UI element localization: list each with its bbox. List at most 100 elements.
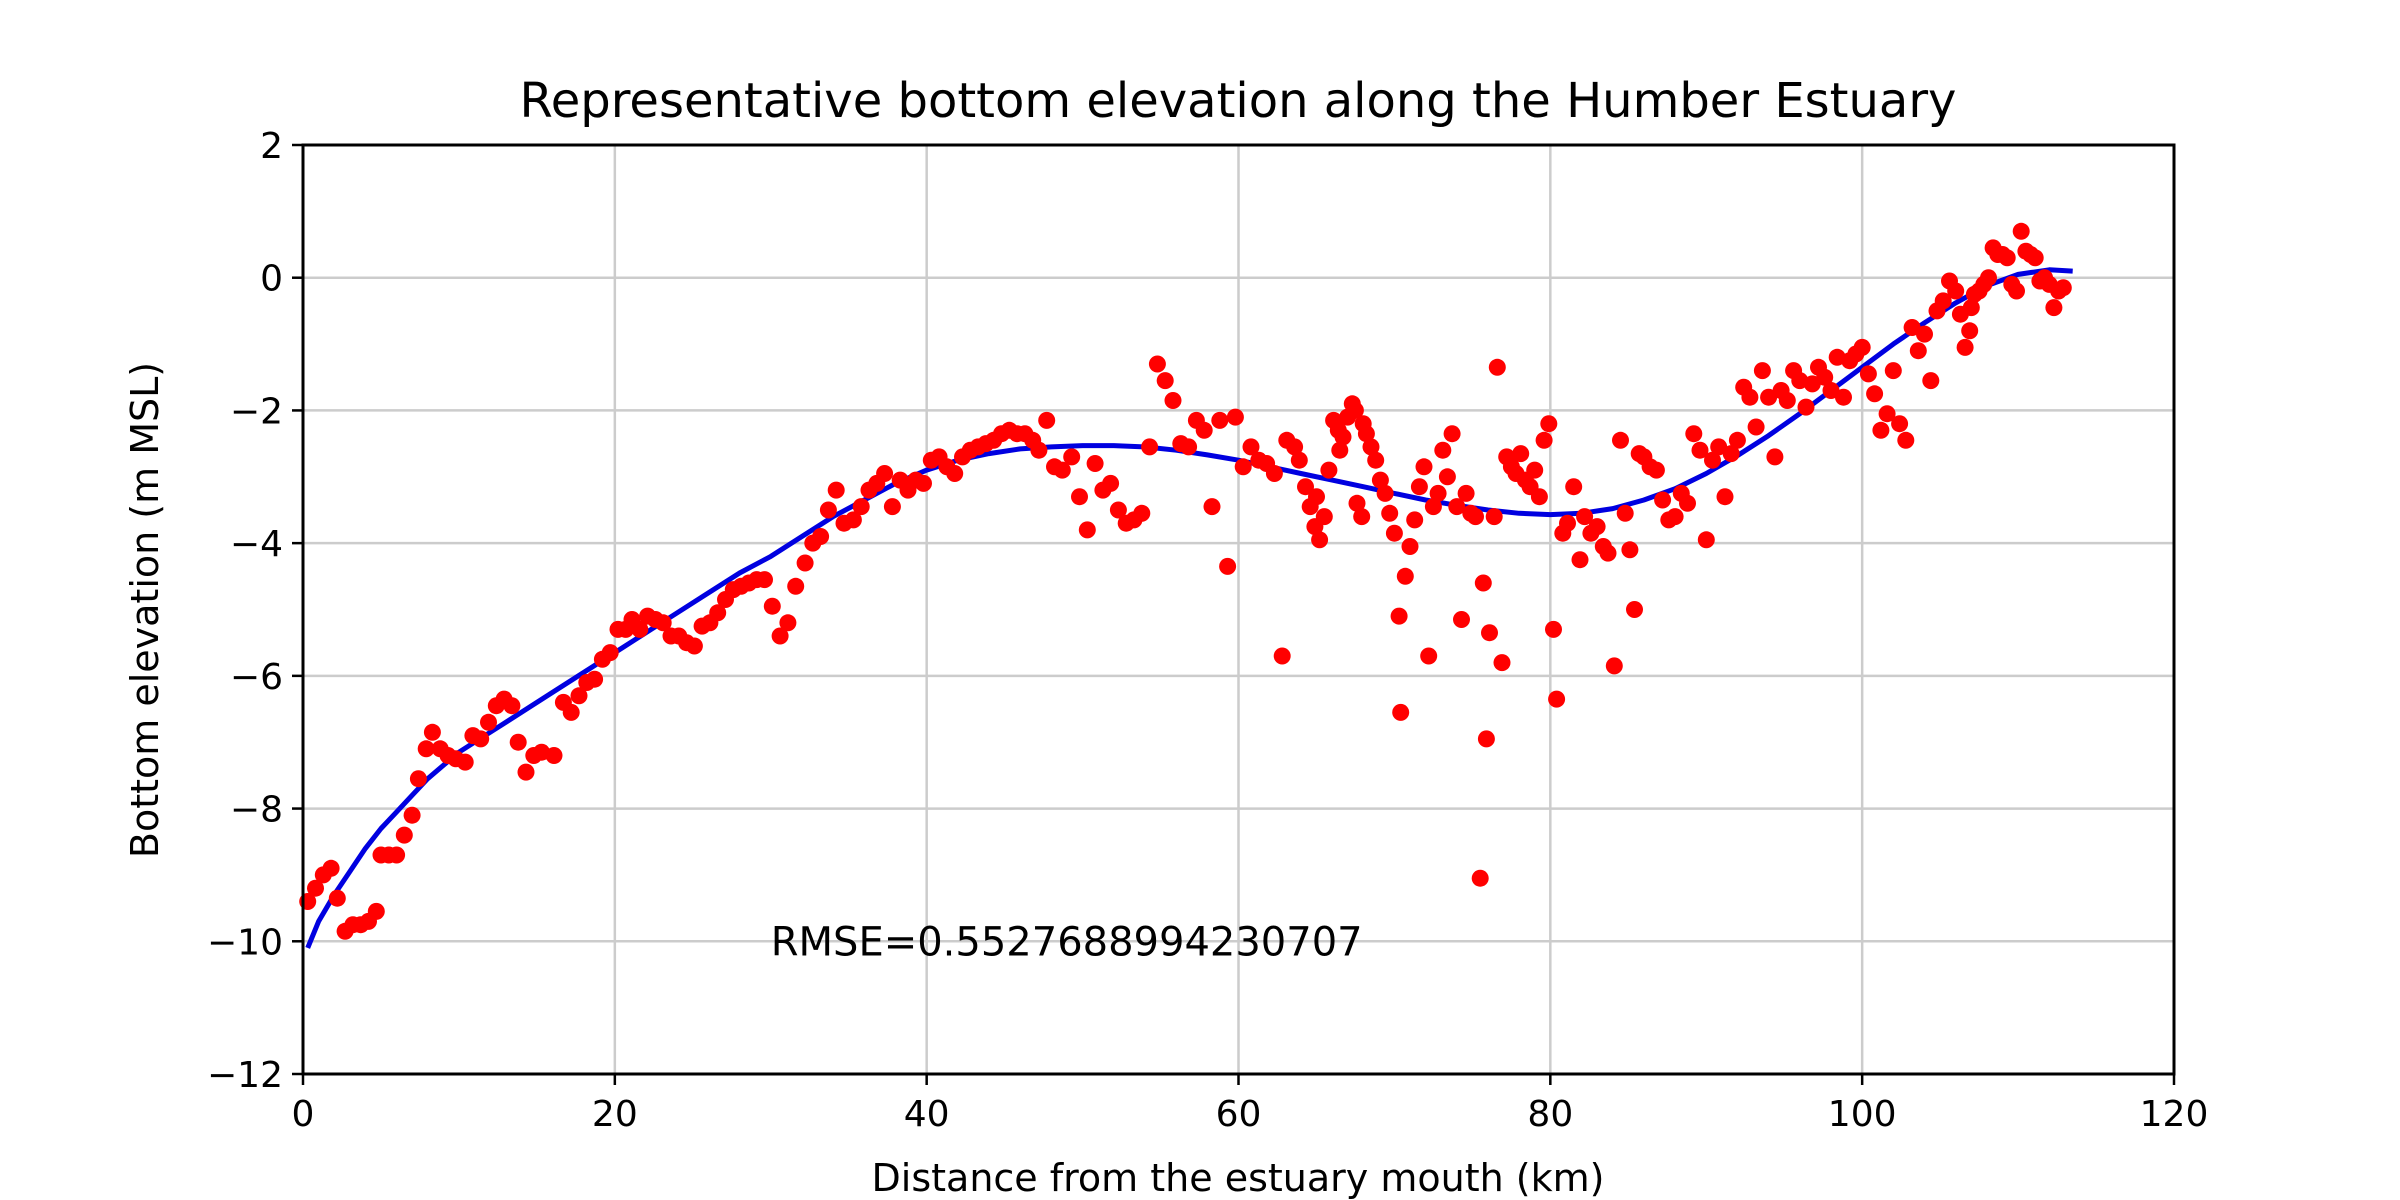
data-point [1448, 498, 1466, 516]
data-point [1728, 431, 1746, 449]
data-point [1353, 508, 1371, 526]
data-point [2008, 282, 2025, 300]
data-point [1311, 531, 1329, 549]
data-point [1102, 474, 1120, 492]
data-point [1415, 458, 1433, 476]
data-point [756, 571, 773, 589]
data-point [1406, 511, 1424, 529]
data-point [1922, 372, 1940, 390]
x-tick-label: 80 [1527, 1094, 1573, 1135]
data-point [2026, 249, 2044, 267]
data-point [1053, 461, 1071, 479]
data-point [423, 723, 441, 741]
data-point [1626, 601, 1643, 618]
data-point [852, 498, 870, 516]
data-point [1998, 249, 2016, 267]
x-tick-label: 120 [2140, 1094, 2209, 1135]
data-point [1691, 441, 1709, 459]
data-point [456, 753, 474, 771]
data-point [1226, 408, 1244, 426]
y-tick-label: 0 [260, 259, 283, 300]
data-point [1716, 488, 1734, 506]
data-point [1265, 465, 1283, 482]
data-point [1722, 445, 1740, 463]
data-point [1078, 521, 1096, 539]
data-point [1297, 478, 1314, 496]
data-point [1234, 458, 1252, 476]
data-point [654, 614, 672, 632]
data-point [1320, 461, 1338, 479]
data-point [1477, 730, 1495, 748]
x-tick-label: 100 [1828, 1094, 1897, 1135]
data-point [1741, 388, 1759, 406]
data-point [1367, 451, 1385, 469]
scatter-points-layer [299, 222, 2072, 940]
data-point [1666, 508, 1684, 526]
data-point [1354, 415, 1372, 433]
y-tick-label: −8 [230, 790, 283, 831]
data-point [771, 627, 789, 645]
x-tick-label: 0 [292, 1094, 315, 1135]
data-point [1710, 438, 1728, 456]
data-point [1956, 338, 1974, 356]
data-point [1540, 415, 1558, 433]
y-axis-label: Bottom elevation (m MSL) [123, 362, 167, 858]
data-point [1286, 438, 1304, 456]
data-point [1859, 365, 1877, 383]
data-point [1109, 501, 1127, 519]
data-point [1934, 292, 1952, 310]
data-point [1381, 504, 1399, 522]
data-point [1392, 703, 1410, 721]
data-point [1180, 438, 1198, 456]
data-point [1133, 504, 1151, 522]
data-point [1219, 557, 1237, 575]
data-point [388, 846, 406, 864]
data-point [1565, 478, 1583, 496]
data-point [1897, 431, 1915, 449]
data-point [883, 498, 901, 516]
data-point [787, 577, 805, 595]
data-point [307, 879, 324, 897]
data-point [1371, 471, 1389, 489]
data-point [1947, 282, 1965, 300]
data-point [1438, 468, 1456, 486]
data-point [409, 770, 427, 788]
data-point [1760, 388, 1778, 406]
data-point [1816, 368, 1834, 386]
data-point [1334, 428, 1352, 446]
data-point [1797, 398, 1815, 416]
data-point [2054, 279, 2072, 297]
data-point [1493, 654, 1511, 672]
data-point [1071, 488, 1088, 506]
data-point [1376, 484, 1394, 502]
data-point [1753, 362, 1771, 380]
data-point [1348, 494, 1366, 512]
data-point [1410, 478, 1428, 496]
data-point [1778, 392, 1796, 409]
data-point [1884, 362, 1902, 380]
data-point [1545, 620, 1562, 638]
data-point [876, 465, 894, 482]
data-point [417, 740, 435, 758]
data-point [1443, 425, 1461, 443]
data-point [1141, 438, 1159, 456]
data-point [1453, 611, 1470, 628]
data-point [2045, 299, 2063, 317]
data-point [1485, 508, 1503, 526]
data-point [1346, 401, 1364, 419]
data-point [1030, 441, 1048, 459]
data-point [601, 644, 619, 662]
data-point [1385, 524, 1403, 542]
data-point [1548, 690, 1566, 708]
data-point [1164, 392, 1182, 409]
data-point [1685, 425, 1703, 443]
data-point [503, 697, 521, 715]
data-point [1396, 567, 1414, 585]
data-point [1605, 657, 1623, 675]
data-point [1474, 574, 1492, 592]
data-point [1148, 355, 1166, 373]
data-point [1835, 388, 1852, 406]
data-point [763, 597, 781, 615]
data-point [1616, 504, 1634, 522]
